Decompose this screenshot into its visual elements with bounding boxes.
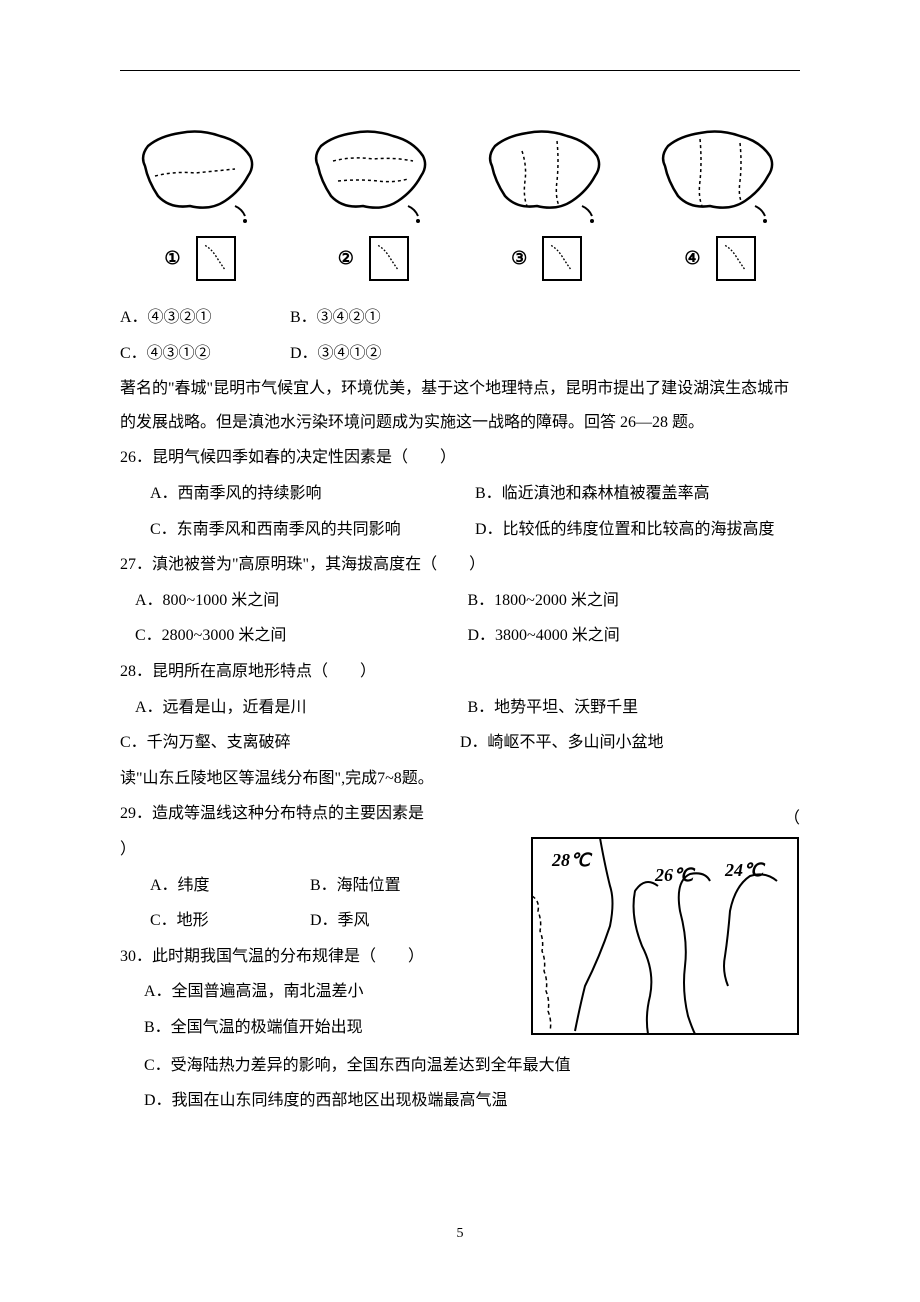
content-body: A．④③②① B．③④②① C．④③①② D．③④①② 著名的"春城"昆明市气候… <box>120 301 800 1118</box>
q30-opt-d: D．我国在山东同纬度的西部地区出现极端最高气温 <box>120 1084 800 1118</box>
q29-bracket-close: ） <box>120 833 510 867</box>
q25-opt-a: A．④③②① <box>120 301 290 335</box>
q27-opt-b: B．1800~2000 米之间 <box>468 584 801 618</box>
intro-text-2: 读"山东丘陵地区等温线分布图",完成7~8题。 <box>120 762 800 796</box>
q27-opt-c: C．2800~3000 米之间 <box>135 619 468 653</box>
isotherm-map: 28℃ 26℃ 24℃ <box>530 836 800 1036</box>
map-label-4: ④ <box>684 248 700 269</box>
map-label-2: ② <box>338 248 354 269</box>
q26-stem: 26．昆明气候四季如春的决定性因素是（ ） <box>120 441 800 475</box>
temp-28: 28℃ <box>551 850 593 870</box>
map-3: ③ <box>467 121 627 281</box>
q25-opt-d: D．③④①② <box>290 337 382 371</box>
q29-stem-row: 29．造成等温线这种分布特点的主要因素是 <box>120 797 510 831</box>
q29-bracket: （ <box>784 802 800 836</box>
q30-opt-c: C．受海陆热力差异的影响，全国东西向温差达到全年最大值 <box>120 1049 800 1083</box>
map-4: ④ <box>640 121 800 281</box>
q26-opt-a: A．西南季风的持续影响 <box>150 477 475 511</box>
q29-opt-b: B．海陆位置 <box>310 869 401 903</box>
map-inset-2 <box>369 236 409 281</box>
q30-opt-b: B．全国气温的极端值开始出现 <box>120 1011 510 1045</box>
temp-24: 24℃ <box>724 860 766 880</box>
q28-opt-a: A．远看是山，近看是川 <box>135 691 468 725</box>
q28-opt-d: D．崎岖不平、多山间小盆地 <box>460 726 800 760</box>
q26-opt-b: B．临近滇池和森林植被覆盖率高 <box>475 477 800 511</box>
q30-stem: 30．此时期我国气温的分布规律是（ ） <box>120 940 510 974</box>
page-divider <box>120 70 800 71</box>
q29-opt-c: C．地形 <box>150 904 310 938</box>
china-map-3-svg <box>477 121 617 231</box>
map-inset-3 <box>542 236 582 281</box>
q29-stem: 29．造成等温线这种分布特点的主要因素是 <box>120 805 424 822</box>
map-inset-1 <box>196 236 236 281</box>
china-map-4-svg <box>650 121 790 231</box>
intro-text: 著名的"春城"昆明市气候宜人，环境优美，基于这个地理特点，昆明市提出了建设湖滨生… <box>120 372 800 439</box>
q28-opt-c: C．千沟万壑、支离破碎 <box>120 726 460 760</box>
china-map-2-svg <box>303 121 443 231</box>
map-inset-4 <box>716 236 756 281</box>
china-maps-row: ① ② ③ <box>120 121 800 281</box>
q27-stem: 27．滇池被誉为"高原明珠"，其海拔高度在（ ） <box>120 548 800 582</box>
q25-opt-b: B．③④②① <box>290 301 381 335</box>
map-label-3: ③ <box>511 248 527 269</box>
china-map-1-svg <box>130 121 270 231</box>
page-number: 5 <box>457 1226 464 1242</box>
map-2: ② <box>293 121 453 281</box>
q26-opt-c: C．东南季风和西南季风的共同影响 <box>150 513 475 547</box>
q30-opt-a: A．全国普遍高温，南北温差小 <box>120 975 510 1009</box>
map-label-1: ① <box>164 248 180 269</box>
q25-opt-c: C．④③①② <box>120 337 290 371</box>
q27-opt-a: A．800~1000 米之间 <box>135 584 468 618</box>
map-1: ① <box>120 121 280 281</box>
q29-opt-d: D．季风 <box>310 904 370 938</box>
q26-opt-d: D．比较低的纬度位置和比较高的海拔高度 <box>475 513 800 547</box>
q28-opt-b: B．地势平坦、沃野千里 <box>468 691 801 725</box>
q29-opt-a: A．纬度 <box>150 869 310 903</box>
q27-opt-d: D．3800~4000 米之间 <box>468 619 801 653</box>
q28-stem: 28．昆明所在高原地形特点（ ） <box>120 655 800 689</box>
